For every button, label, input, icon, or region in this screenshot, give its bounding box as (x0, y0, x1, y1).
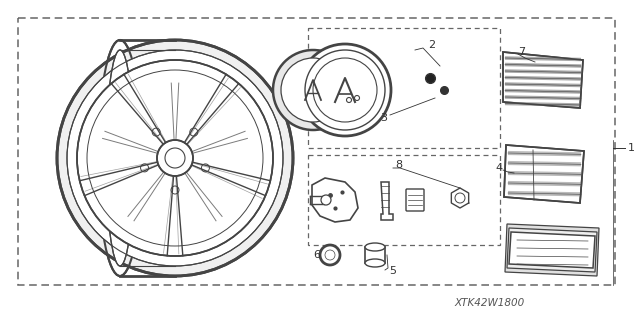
Bar (308, 155, 500, 245)
Text: 1: 1 (628, 143, 635, 153)
Ellipse shape (57, 40, 293, 276)
Ellipse shape (321, 195, 331, 205)
Text: 8: 8 (395, 160, 402, 170)
Text: 3: 3 (380, 113, 387, 123)
Text: 5: 5 (389, 266, 396, 276)
Text: XTK42W1800: XTK42W1800 (455, 298, 525, 308)
Ellipse shape (365, 259, 385, 267)
Ellipse shape (157, 140, 193, 176)
FancyBboxPatch shape (406, 189, 424, 211)
Bar (308, 28, 500, 148)
Ellipse shape (281, 58, 345, 122)
Text: 6: 6 (313, 250, 320, 260)
Polygon shape (505, 224, 599, 276)
Ellipse shape (77, 60, 273, 256)
Bar (18, 18, 615, 285)
Text: 7: 7 (518, 47, 525, 57)
Ellipse shape (299, 44, 391, 136)
Ellipse shape (98, 40, 142, 276)
Ellipse shape (106, 50, 134, 266)
Bar (365, 247, 385, 263)
Polygon shape (312, 178, 358, 222)
Polygon shape (503, 52, 583, 108)
Ellipse shape (67, 50, 283, 266)
Ellipse shape (325, 250, 335, 260)
Polygon shape (451, 188, 468, 208)
Ellipse shape (273, 50, 353, 130)
Polygon shape (504, 145, 584, 203)
Polygon shape (381, 182, 393, 220)
Ellipse shape (305, 50, 385, 130)
Polygon shape (507, 228, 597, 272)
Polygon shape (509, 232, 595, 268)
Ellipse shape (320, 245, 340, 265)
Ellipse shape (365, 243, 385, 251)
Text: 4: 4 (496, 163, 503, 173)
Text: 2: 2 (428, 40, 435, 50)
